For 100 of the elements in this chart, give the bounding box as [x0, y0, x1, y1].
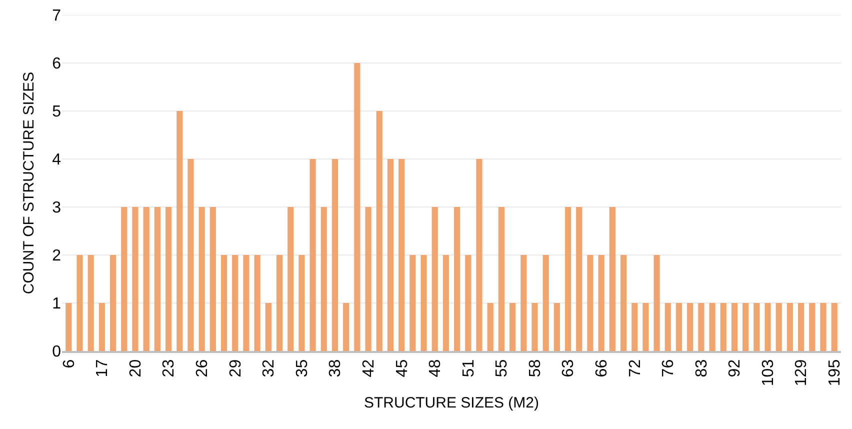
x-tick-label: 38 [327, 359, 344, 378]
x-tick-label: 195 [826, 359, 844, 386]
bar [121, 207, 128, 351]
bar [254, 255, 260, 351]
bar [288, 207, 294, 351]
bar [731, 303, 738, 351]
bar [487, 303, 494, 351]
bar [698, 303, 704, 351]
bar [398, 159, 405, 351]
x-tick-label: 26 [194, 359, 212, 378]
x-tick-label: 20 [127, 359, 144, 378]
bar [420, 255, 427, 351]
bar [809, 303, 816, 351]
bar [476, 159, 482, 351]
bar [542, 255, 549, 351]
bar [98, 303, 105, 351]
x-tick-label: 23 [160, 359, 178, 378]
y-axis-title: COUNT OF STRUCTURE SIZES [20, 72, 38, 294]
bar [564, 207, 572, 351]
bar [598, 255, 604, 351]
x-tick-label: 35 [294, 359, 311, 378]
bar [243, 255, 250, 351]
bar [532, 303, 538, 351]
x-tick-label: 48 [427, 359, 444, 378]
bar [554, 303, 560, 351]
bar [798, 303, 804, 351]
bar [642, 303, 649, 351]
bar [754, 303, 760, 351]
bar [831, 303, 838, 351]
x-tick-label: 76 [660, 359, 678, 378]
y-tick-label: 3 [52, 200, 62, 217]
y-tick-label: 5 [52, 104, 62, 121]
y-tick-label: 4 [52, 152, 62, 169]
bar [587, 255, 594, 351]
x-tick-label: 51 [460, 359, 478, 378]
x-tick-label: 103 [760, 359, 777, 386]
bar [442, 255, 449, 351]
x-tick-label: 17 [94, 359, 112, 378]
bar [343, 303, 350, 351]
bar [143, 207, 150, 351]
y-tick-label: 1 [52, 296, 62, 313]
bar [654, 255, 660, 351]
x-tick-label: 129 [793, 359, 810, 386]
x-tick-label: 29 [227, 359, 244, 378]
x-tick-label: 6 [60, 359, 78, 368]
y-tick-label: 7 [52, 8, 62, 25]
bar [764, 303, 771, 351]
x-tick-label: 63 [560, 359, 578, 378]
bar [88, 255, 94, 351]
bar [376, 111, 382, 351]
bar [620, 255, 627, 351]
bar [198, 207, 205, 351]
bar [188, 159, 194, 351]
bar [165, 207, 172, 351]
x-tick-label: 55 [494, 359, 511, 378]
bar [465, 255, 472, 351]
bar [776, 303, 782, 351]
x-tick-label: 58 [526, 359, 544, 378]
y-tick-label: 2 [52, 248, 62, 265]
bar [210, 207, 216, 351]
bar [410, 255, 416, 351]
x-tick-label: 92 [726, 359, 744, 378]
bar [387, 159, 394, 351]
y-tick-label: 0 [52, 344, 62, 361]
bar [298, 255, 305, 351]
x-tick-label: 45 [394, 359, 411, 378]
bar [498, 207, 504, 351]
bar [720, 303, 726, 351]
bar [76, 255, 83, 351]
bar [154, 207, 160, 351]
bar [320, 207, 327, 351]
bar [310, 159, 316, 351]
bar [687, 303, 694, 351]
bar [609, 207, 616, 351]
bar [742, 303, 749, 351]
bar [664, 303, 671, 351]
bar [66, 303, 72, 351]
bar [132, 207, 138, 351]
bar [276, 255, 283, 351]
bar [820, 303, 826, 351]
x-tick-label: 66 [594, 359, 611, 378]
bar [676, 303, 682, 351]
bar [332, 159, 338, 351]
x-axis-title: STRUCTURE SIZES (M2) [364, 394, 540, 412]
bar [632, 303, 638, 351]
bar [232, 255, 238, 351]
bar [786, 303, 794, 351]
bar [220, 255, 228, 351]
x-tick-label: 42 [360, 359, 378, 378]
bar [365, 207, 372, 351]
bar [576, 207, 582, 351]
y-tick-label: 6 [52, 56, 62, 73]
bar [176, 111, 183, 351]
x-tick-label: 83 [693, 359, 710, 378]
bar [354, 63, 360, 351]
bar [520, 255, 527, 351]
bar [110, 255, 116, 351]
x-tick-label: 72 [626, 359, 644, 378]
x-tick-label: 32 [260, 359, 278, 378]
bar [454, 207, 460, 351]
